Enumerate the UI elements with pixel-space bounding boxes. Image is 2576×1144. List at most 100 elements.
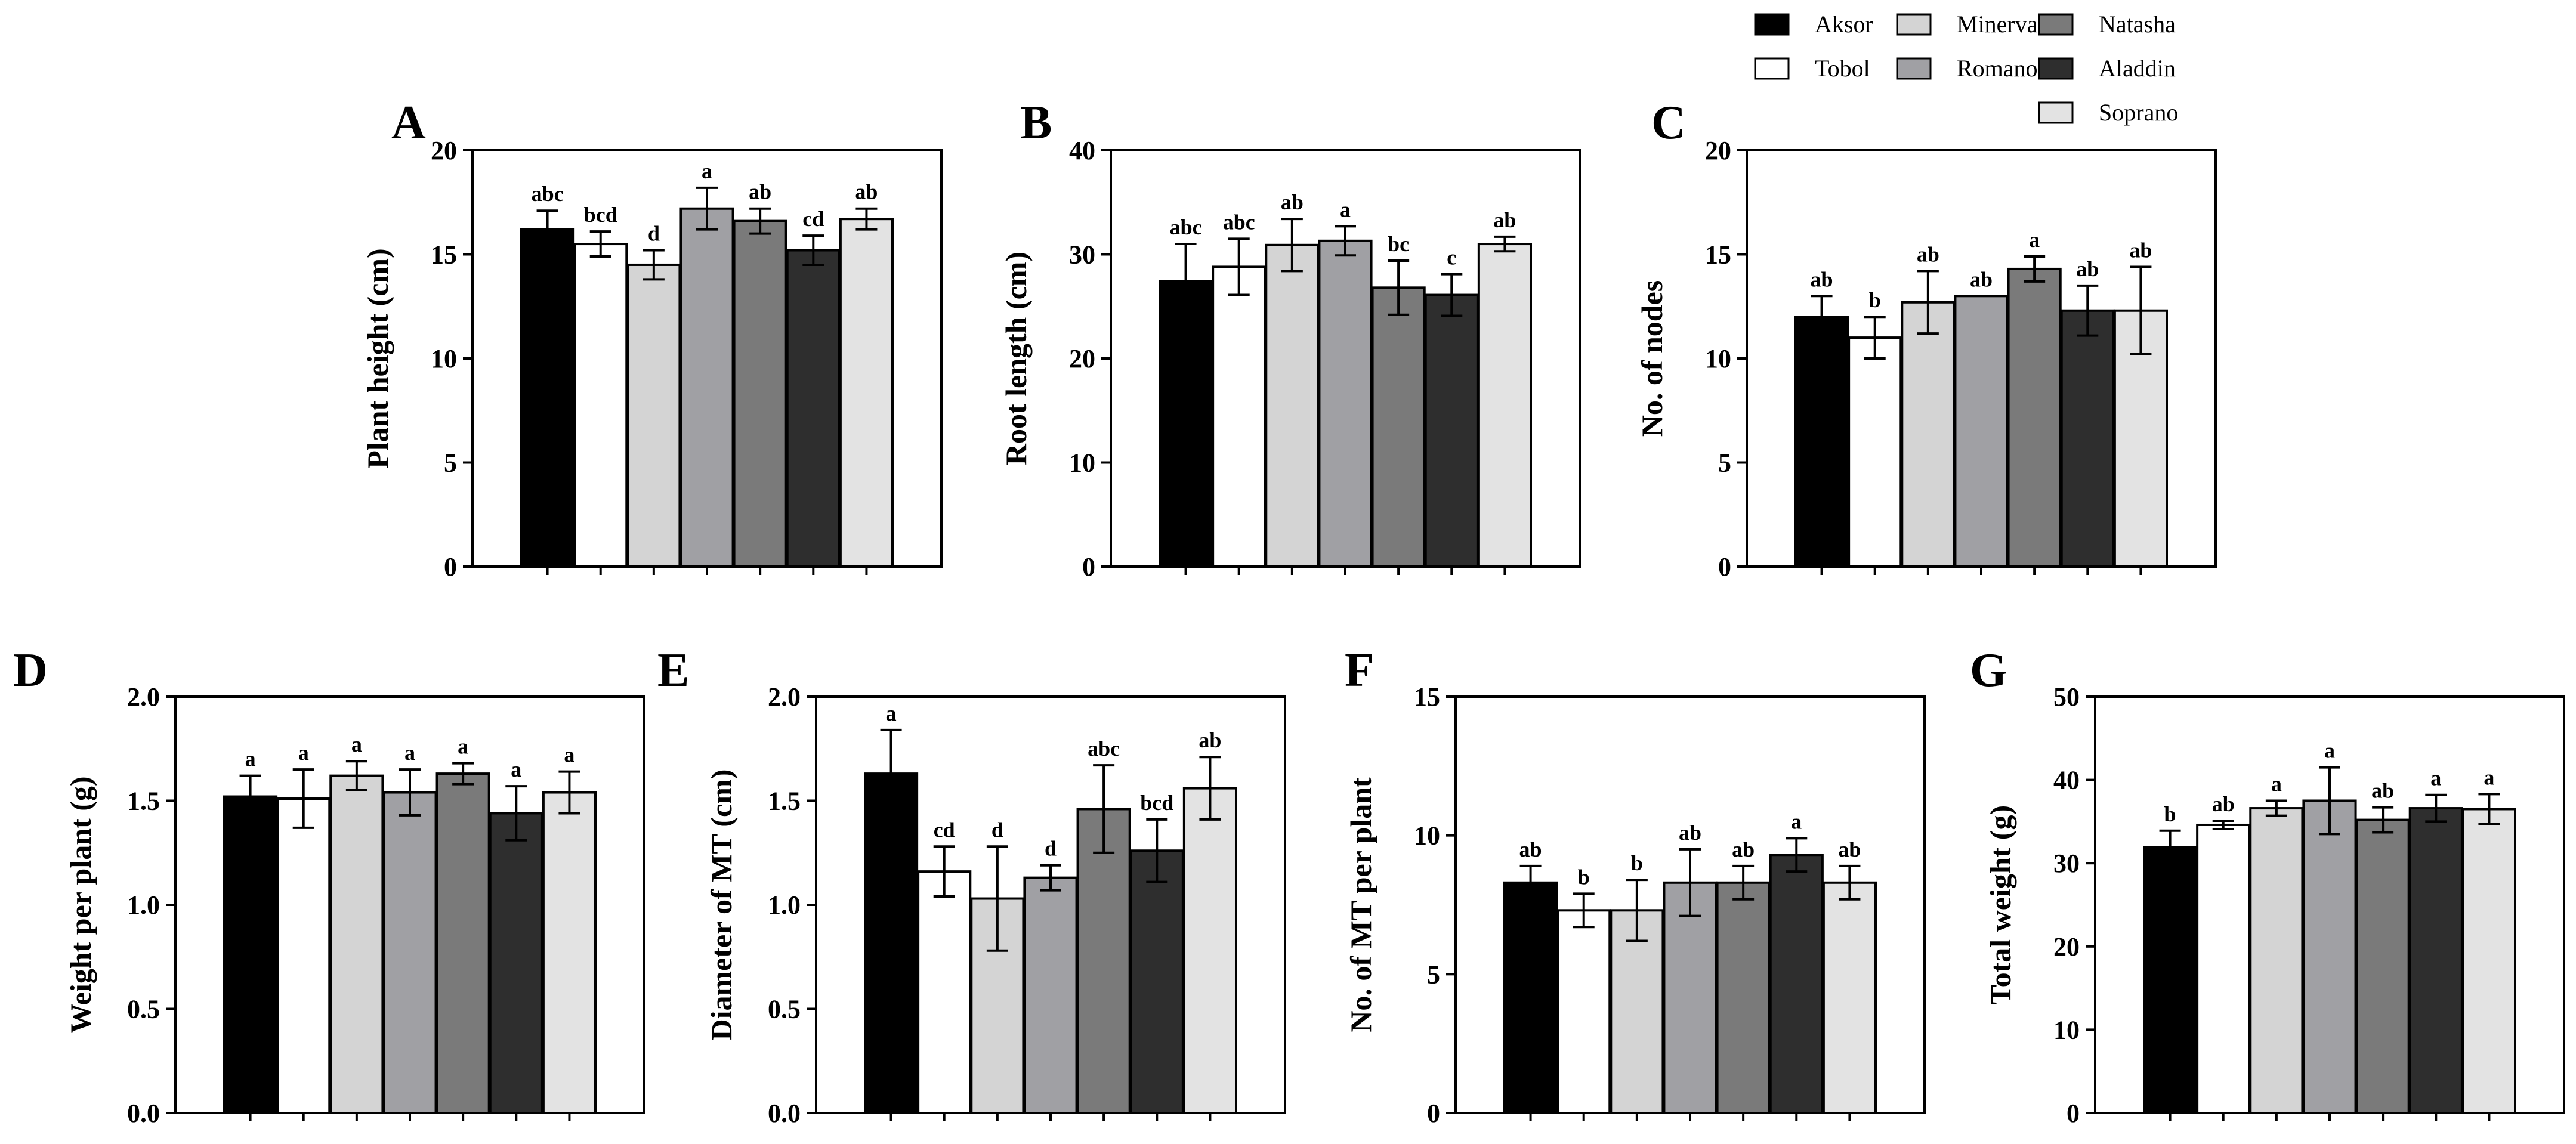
panel-letter: E xyxy=(657,644,689,697)
significance-letter: a xyxy=(2029,228,2040,252)
legend-swatch xyxy=(2038,57,2074,80)
bar-aladdin xyxy=(2408,807,2463,1114)
y-tick-label: 0 xyxy=(1082,552,1095,582)
significance-letter: ab xyxy=(749,180,771,204)
significance-letter: ab xyxy=(2212,792,2235,816)
y-tick-label: 1.0 xyxy=(768,891,801,920)
y-tick-label: 50 xyxy=(2053,682,2080,712)
significance-letter: ab xyxy=(1917,242,1939,266)
significance-letter: ab xyxy=(1838,837,1861,861)
error-bar xyxy=(2159,829,2181,865)
bar-tobol xyxy=(573,243,628,568)
y-axis-label: No. of nodes xyxy=(1635,280,1669,437)
bar-soprano xyxy=(1182,787,1238,1115)
y-tick-label: 0.5 xyxy=(768,995,801,1024)
significance-letter: bc xyxy=(1388,232,1409,256)
significance-letter: cd xyxy=(802,207,824,231)
error-bar xyxy=(2024,255,2046,283)
bar-aksor xyxy=(223,795,278,1114)
error-bar xyxy=(643,249,665,281)
legend-label: Soprano xyxy=(2099,99,2178,126)
y-axis-label: Total weight (g) xyxy=(1984,805,2017,1004)
significance-letter: a xyxy=(1791,809,1802,833)
legend-item-natasha: Natasha xyxy=(2038,11,2176,38)
bar-tobol xyxy=(1848,336,1902,568)
significance-letter: a xyxy=(2430,766,2441,790)
legend-item-minerva: Minerva xyxy=(1896,11,2038,38)
significance-letter: a xyxy=(2324,739,2335,763)
error-bar xyxy=(345,760,367,792)
significance-letter: a xyxy=(886,701,897,725)
significance-letter: ab xyxy=(2076,257,2099,281)
error-bar xyxy=(1811,295,1833,339)
error-bar xyxy=(2372,806,2394,834)
error-bar xyxy=(1839,864,1861,901)
error-bar xyxy=(1519,864,1542,901)
error-bar xyxy=(536,209,558,250)
error-bar xyxy=(1146,818,1168,883)
bar-aksor xyxy=(864,772,919,1114)
significance-letter: ab xyxy=(1679,821,1701,845)
y-axis-label: Diameter of MT (cm) xyxy=(705,769,738,1041)
y-tick-label: 0 xyxy=(1427,1099,1440,1128)
significance-letter: abc xyxy=(1088,737,1120,760)
legend-item-romano: Romano xyxy=(1896,55,2038,82)
bar-soprano xyxy=(2461,808,2516,1114)
significance-letter: d xyxy=(1045,837,1057,861)
bar-minerva xyxy=(1610,909,1664,1114)
panel-letter: G xyxy=(1970,644,2007,697)
panel-letter: A xyxy=(391,97,426,149)
bar-aksor xyxy=(2143,846,2198,1115)
y-tick-label: 0.5 xyxy=(127,995,160,1024)
significance-letter: a xyxy=(2484,765,2494,789)
legend-item-aladdin: Aladdin xyxy=(2038,55,2176,82)
bar-minerva xyxy=(1901,301,1956,568)
significance-letter: b xyxy=(1578,865,1590,889)
error-bar xyxy=(1335,225,1356,257)
legend-swatch xyxy=(1896,13,1932,36)
error-bar xyxy=(2319,766,2340,836)
y-tick-label: 5 xyxy=(1427,960,1440,989)
error-bar xyxy=(2212,820,2234,830)
y-tick-label: 1.5 xyxy=(768,787,801,816)
bar-romano xyxy=(1663,881,1718,1114)
error-bar xyxy=(1494,235,1516,253)
bar-natasha xyxy=(2007,267,2062,568)
y-tick-label: 2.0 xyxy=(768,682,801,712)
bar-natasha xyxy=(1716,881,1771,1114)
significance-letter: b xyxy=(1869,288,1881,312)
bar-tobol xyxy=(276,797,331,1114)
significance-letter: d xyxy=(992,818,1003,842)
significance-letter: ab xyxy=(1811,267,1833,291)
error-bar xyxy=(1228,237,1250,296)
significance-letter: a xyxy=(564,743,574,767)
error-bar xyxy=(558,770,580,815)
bar-aksor xyxy=(1159,280,1213,568)
panel-c: Cab b ab ab a ab ab 0 5 10 15 20 No. of nodes xyxy=(1635,97,2217,582)
bar-natasha xyxy=(1076,808,1131,1114)
y-tick-label: 10 xyxy=(2053,1015,2080,1044)
y-tick-label: 20 xyxy=(1705,136,1731,165)
y-tick-label: 10 xyxy=(1414,821,1440,851)
legend-label: Natasha xyxy=(2099,11,2176,38)
bar-aksor xyxy=(1794,316,1849,568)
plot-frame xyxy=(2094,695,2565,1114)
significance-letter: a xyxy=(702,159,712,183)
bar-tobol xyxy=(1212,265,1267,568)
legend-item-aksor: Aksor xyxy=(1754,11,1873,38)
error-bar xyxy=(749,207,771,235)
significance-letter: a xyxy=(2271,772,2282,796)
significance-letter: abc xyxy=(532,182,564,206)
significance-letter: a xyxy=(351,732,362,756)
error-bar xyxy=(1864,316,1886,360)
error-bar xyxy=(1040,864,1061,892)
bar-tobol xyxy=(1556,909,1611,1114)
significance-letter: ab xyxy=(2129,238,2152,262)
error-bar xyxy=(239,774,261,819)
error-bar xyxy=(1573,892,1595,929)
bar-romano xyxy=(2302,799,2357,1114)
y-tick-label: 20 xyxy=(431,136,457,165)
error-bar xyxy=(1093,764,1115,854)
